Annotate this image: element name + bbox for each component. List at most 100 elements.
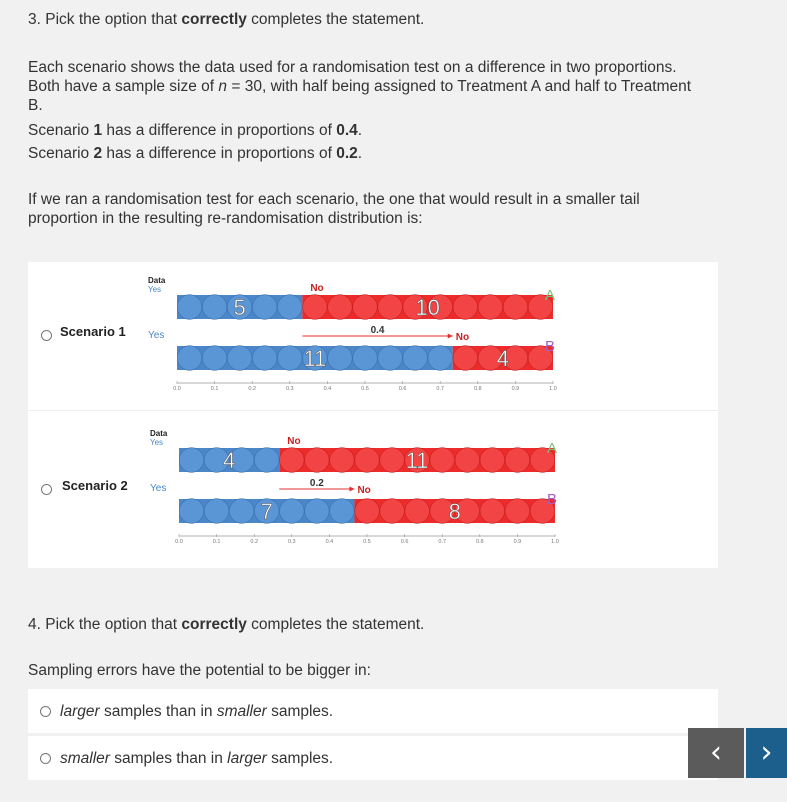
bar-b-circle [479, 498, 505, 524]
bar-b-circle [402, 345, 428, 371]
bar-b-circle [502, 345, 528, 371]
option-larger-samples[interactable]: larger samples than in smaller samples. [28, 689, 718, 733]
bar-a-circle [454, 447, 480, 473]
x-tick-label: 0.4 [324, 386, 332, 392]
bar-b-circle [452, 345, 478, 371]
b-no-count: 8 [449, 499, 461, 524]
bar-a-circle [404, 447, 430, 473]
scenario-2-label: Scenario 2 [62, 478, 128, 493]
bar-a-circle [327, 294, 353, 320]
a-yes-count: 4 [223, 448, 235, 473]
bar-a-circle [204, 447, 230, 473]
bar-b-circle [254, 498, 280, 524]
bar-b-circle [352, 345, 378, 371]
bar-b-circle [404, 498, 430, 524]
bar-b-circle [327, 345, 353, 371]
question-3-prompt: If we ran a randomisation test for each … [28, 191, 640, 227]
bar-b-circle [427, 345, 453, 371]
bar-b-circle [178, 498, 205, 524]
group-a-label: A [547, 440, 557, 457]
bar-b-circle [429, 498, 455, 524]
scenario-1-radio[interactable] [41, 330, 52, 341]
x-tick-label: 0.9 [514, 539, 522, 545]
a-no-count: 10 [415, 295, 439, 320]
difference-arrow-head [447, 333, 453, 339]
bar-b-circle [454, 498, 480, 524]
bar-a-circle [402, 294, 428, 320]
scenario-1-description: Scenario 1 has a difference in proportio… [28, 122, 363, 139]
bar-b-circle [302, 345, 328, 371]
x-tick-label: 0.5 [361, 386, 369, 392]
bar-a-circle [229, 447, 255, 473]
scenario-2-radio[interactable] [41, 484, 52, 495]
bar-a-circle [429, 447, 455, 473]
smaller-samples-label: smaller samples than in larger samples. [60, 750, 334, 767]
data-label: Data [148, 276, 166, 285]
data-label: Data [150, 429, 168, 438]
scenario-2-chart: Data Yes 4 11 7 8 No A B Yes 0.2 No 0.0 0.1 0.2 0.3 0.4 0… [147, 427, 567, 549]
bar-a-circle [178, 447, 205, 473]
bar-a-circle [477, 294, 503, 320]
bar-b-circle [379, 498, 405, 524]
larger-samples-radio[interactable] [40, 706, 51, 717]
bar-a-circle [479, 447, 505, 473]
x-tick-label: 0.1 [213, 539, 221, 545]
x-tick-label: 0.9 [512, 386, 520, 392]
bar-b-circle [527, 345, 554, 371]
a-no-count: 11 [406, 448, 429, 473]
arrow-no-label: No [456, 332, 469, 343]
difference-value: 0.4 [371, 325, 385, 336]
question-4-prompt: Sampling errors have the potential to be… [28, 662, 371, 679]
question-3-description: Each scenario shows the data used for a … [28, 59, 692, 114]
bar-a-circle [329, 447, 355, 473]
bar-b-circle [252, 345, 278, 371]
option-smaller-samples[interactable]: smaller samples than in larger samples. [28, 736, 718, 780]
bar-a-circle [176, 294, 203, 320]
scenario-1-label: Scenario 1 [60, 324, 126, 339]
scenario-2-description: Scenario 2 has a difference in proportio… [28, 145, 363, 162]
bar-a-circle [527, 294, 554, 320]
x-tick-label: 0.3 [286, 386, 294, 392]
x-tick-label: 0.8 [476, 539, 484, 545]
next-button[interactable]: › [746, 728, 787, 778]
bar-a-circle [377, 294, 403, 320]
x-tick-label: 0.5 [363, 539, 371, 545]
x-tick-label: 0.4 [326, 539, 334, 545]
x-tick-label: 0.7 [438, 539, 446, 545]
group-b-label: B [545, 338, 555, 355]
b-no-count: 4 [497, 346, 509, 371]
question-3-title: 3. Pick the option that correctly comple… [28, 11, 425, 28]
smaller-samples-radio[interactable] [40, 753, 51, 764]
x-tick-label: 0.2 [250, 539, 258, 545]
x-tick-label: 0.2 [248, 386, 256, 392]
bar-b-circle [279, 498, 305, 524]
no-label-top: No [287, 436, 300, 447]
bar-a-circle [379, 447, 405, 473]
bar-b-circle [377, 345, 403, 371]
scenario-1-chart: Data Yes 5 10 11 4 No A B Yes 0.4 No 0.0 0.1 0.2 0.3 0.4… [145, 274, 565, 396]
x-tick-label: 0.0 [173, 386, 181, 392]
bar-a-circle [529, 447, 556, 473]
x-tick-label: 0.3 [288, 539, 296, 545]
option-scenario-2[interactable]: Scenario 2 Data Yes 4 11 7 8 No A B Yes 0.2 No 0.0 0.… [28, 411, 718, 568]
bar-b-circle [202, 345, 228, 371]
bar-a-circle [452, 294, 478, 320]
bar-b-circle [529, 498, 556, 524]
option-scenario-1[interactable]: Scenario 1 Data Yes 5 10 11 4 No A B Yes 0.4 No 0.0 0… [28, 262, 718, 411]
x-tick-label: 0.8 [474, 386, 482, 392]
x-tick-label: 0.6 [399, 386, 407, 392]
question-4-title: 4. Pick the option that correctly comple… [28, 616, 425, 633]
a-yes-count: 5 [234, 295, 246, 320]
group-a-label: A [545, 287, 555, 304]
no-label-top: No [310, 283, 323, 294]
bar-b-circle [277, 345, 303, 371]
bar-b-circle [229, 498, 255, 524]
group-b-label: B [547, 491, 557, 508]
bar-b-circle [504, 498, 530, 524]
previous-button[interactable]: ‹ [688, 728, 744, 778]
x-tick-label: 0.7 [436, 386, 444, 392]
x-tick-label: 1.0 [551, 539, 559, 545]
